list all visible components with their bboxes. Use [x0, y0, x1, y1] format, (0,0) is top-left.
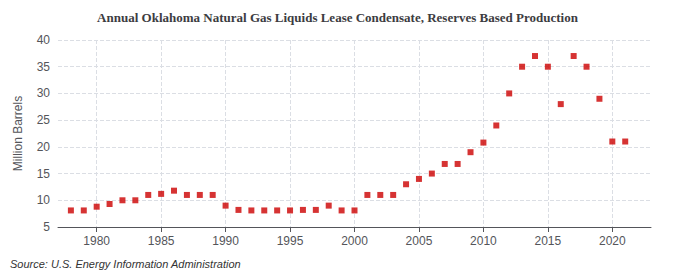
svg-text:10: 10	[37, 193, 51, 207]
svg-text:2015: 2015	[535, 234, 562, 248]
svg-text:1995: 1995	[277, 234, 304, 248]
svg-text:35: 35	[37, 60, 51, 74]
svg-text:2000: 2000	[341, 234, 368, 248]
svg-text:30: 30	[37, 86, 51, 100]
svg-text:1990: 1990	[212, 234, 239, 248]
svg-text:Source: U.S. Energy Informatio: Source: U.S. Energy Information Administ…	[10, 258, 241, 270]
svg-text:5: 5	[43, 220, 50, 234]
svg-text:1980: 1980	[83, 234, 110, 248]
svg-text:1985: 1985	[148, 234, 175, 248]
svg-text:2005: 2005	[406, 234, 433, 248]
svg-text:Million Barrels: Million Barrels	[11, 96, 25, 171]
svg-text:Annual Oklahoma Natural Gas Li: Annual Oklahoma Natural Gas Liquids Leas…	[97, 10, 579, 25]
svg-text:40: 40	[37, 33, 51, 47]
svg-text:20: 20	[37, 140, 51, 154]
svg-text:2020: 2020	[599, 234, 626, 248]
svg-text:2010: 2010	[470, 234, 497, 248]
svg-text:15: 15	[37, 167, 51, 181]
svg-text:25: 25	[37, 113, 51, 127]
